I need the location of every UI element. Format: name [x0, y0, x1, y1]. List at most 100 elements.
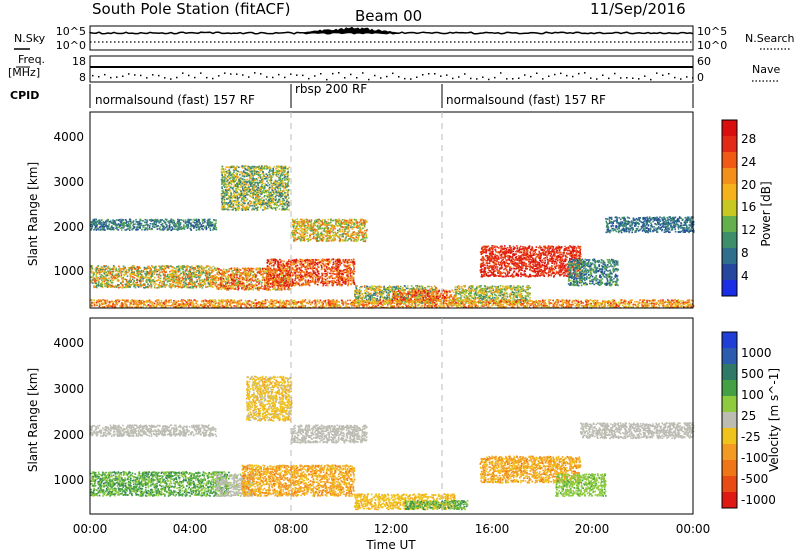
power-cell: [240, 273, 242, 276]
power-cell: [248, 186, 250, 188]
nave-dot: [560, 72, 562, 75]
power-cell: [161, 281, 163, 283]
power-cell: [343, 269, 345, 271]
power-cell: [123, 225, 125, 227]
power-cell: [183, 286, 185, 288]
power-cell: [158, 265, 160, 267]
power-cell: [273, 276, 275, 278]
power-cell: [286, 185, 288, 188]
power-cell: [153, 273, 156, 275]
nave-dot: [140, 74, 142, 77]
power-cell: [222, 198, 224, 201]
power-cell: [327, 262, 329, 264]
power-cell: [339, 278, 342, 281]
power-cell: [279, 272, 282, 274]
power-cell: [101, 270, 104, 272]
power-cell: [179, 270, 181, 272]
power-cell: [241, 175, 244, 177]
power-cell: [275, 174, 277, 176]
power-cell: [250, 269, 253, 271]
power-cell: [90, 227, 93, 230]
power-cell: [213, 279, 216, 281]
power-cell: [160, 223, 162, 226]
power-cell: [243, 277, 245, 280]
power-cell: [283, 284, 286, 287]
power-cell: [308, 284, 311, 287]
power-cell: [251, 279, 254, 282]
power-cell: [152, 278, 155, 281]
power-cell: [252, 203, 255, 206]
power-cell: [226, 191, 228, 193]
power-cell: [179, 273, 182, 276]
power-cell: [176, 284, 179, 286]
power-cell: [168, 220, 170, 223]
power-cell: [283, 260, 285, 263]
power-cell: [330, 260, 332, 263]
power-cell: [254, 284, 256, 286]
power-cell: [120, 220, 122, 222]
power-cell: [286, 267, 288, 270]
power-cell: [348, 265, 351, 267]
power-cell: [151, 265, 154, 268]
power-cell: [146, 271, 149, 273]
power-cell: [272, 196, 274, 198]
power-cell: [142, 276, 145, 278]
power-cell: [148, 228, 150, 230]
power-cell: [234, 167, 237, 169]
power-cell: [220, 207, 223, 210]
power-cell: [187, 226, 190, 228]
power-cell: [200, 285, 202, 287]
power-cell: [348, 259, 350, 261]
power-cell: [279, 279, 282, 281]
power-cell: [233, 207, 235, 210]
power-cell: [169, 270, 171, 273]
power-cell: [345, 258, 347, 261]
power-cell: [319, 281, 322, 284]
power-cell: [310, 258, 312, 261]
power-cell: [265, 270, 267, 272]
power-cell: [196, 223, 199, 226]
power-cell: [268, 266, 271, 268]
power-cell: [235, 179, 237, 181]
power-cell: [233, 200, 235, 202]
power-cell: [106, 267, 109, 270]
power-cell: [283, 288, 286, 290]
power-cell: [106, 226, 108, 229]
power-cell: [92, 220, 95, 222]
power-cell: [253, 280, 255, 282]
power-cell: [262, 202, 264, 204]
power-cell: [275, 191, 277, 193]
power-cell: [200, 279, 202, 281]
power-cell: [111, 277, 114, 280]
power-cell: [284, 204, 286, 206]
power-cell: [115, 228, 118, 230]
power-cell: [171, 275, 174, 277]
power-cell: [107, 272, 110, 274]
power-cell: [295, 262, 297, 265]
power-cell: [277, 186, 280, 189]
nave-dot: [602, 74, 604, 76]
power-cell: [147, 283, 149, 285]
power-cell: [241, 181, 243, 183]
power-cell: [230, 273, 233, 275]
power-cell: [307, 283, 310, 286]
power-cell: [321, 273, 324, 275]
power-cell: [131, 283, 134, 285]
power-cell: [262, 182, 264, 185]
power-cell: [269, 202, 272, 204]
power-cell: [271, 274, 273, 276]
power-cell: [263, 184, 266, 187]
power-cell: [124, 219, 127, 221]
power-cell: [221, 281, 224, 283]
power-cell: [260, 283, 263, 285]
power-cell: [235, 178, 238, 180]
power-cell: [162, 229, 165, 231]
power-cell: [191, 280, 194, 283]
power-cell: [123, 274, 126, 277]
power-cell: [285, 284, 288, 286]
power-cell: [120, 274, 123, 276]
power-cell: [189, 283, 191, 285]
power-cell: [174, 284, 176, 287]
power-cell: [251, 172, 253, 175]
power-cell: [245, 205, 247, 208]
